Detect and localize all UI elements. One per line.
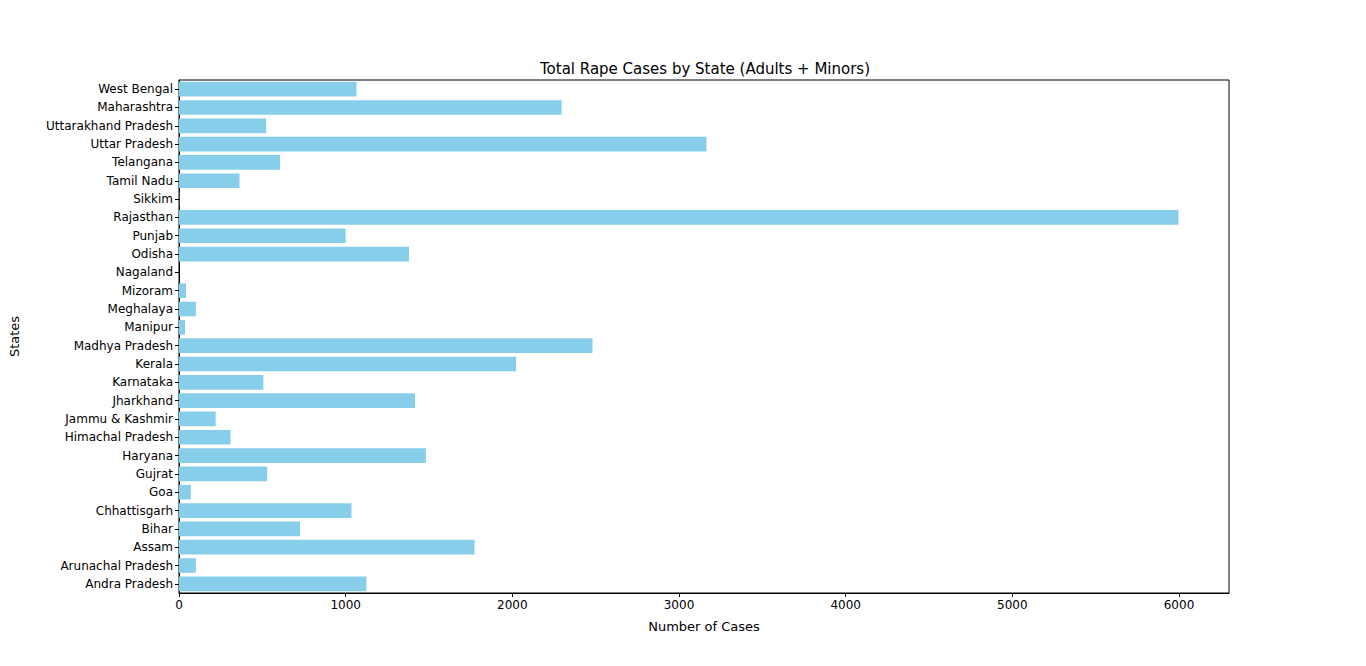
svg-text:Gujrat: Gujrat <box>136 467 174 481</box>
svg-text:Madhya Pradesh: Madhya Pradesh <box>74 339 173 353</box>
svg-text:Number of Cases: Number of Cases <box>648 619 760 634</box>
svg-text:Jammu & Kashmir: Jammu & Kashmir <box>64 412 173 426</box>
svg-text:3000: 3000 <box>664 598 695 612</box>
svg-text:Maharashtra: Maharashtra <box>97 100 173 114</box>
svg-text:Uttarakhand Pradesh: Uttarakhand Pradesh <box>46 119 173 133</box>
svg-text:Telangana: Telangana <box>111 155 173 169</box>
svg-text:West Bengal: West Bengal <box>98 82 173 96</box>
svg-text:Himachal Pradesh: Himachal Pradesh <box>65 430 173 444</box>
svg-text:2000: 2000 <box>497 598 528 612</box>
svg-text:Manipur: Manipur <box>124 320 173 334</box>
svg-text:Assam: Assam <box>133 540 173 554</box>
svg-text:Andra Pradesh: Andra Pradesh <box>85 577 173 591</box>
svg-text:Sikkim: Sikkim <box>133 192 173 206</box>
svg-text:Chhattisgarh: Chhattisgarh <box>96 504 173 518</box>
svg-text:Kerala: Kerala <box>135 357 173 371</box>
svg-text:5000: 5000 <box>997 598 1028 612</box>
svg-text:Nagaland: Nagaland <box>116 265 173 279</box>
svg-text:Rajasthan: Rajasthan <box>113 210 173 224</box>
svg-text:Meghalaya: Meghalaya <box>108 302 173 316</box>
svg-text:Mizoram: Mizoram <box>122 284 173 298</box>
svg-text:6000: 6000 <box>1164 598 1195 612</box>
svg-text:0: 0 <box>175 598 183 612</box>
svg-text:Goa: Goa <box>149 485 173 499</box>
svg-text:Karnataka: Karnataka <box>112 375 173 389</box>
svg-text:Haryana: Haryana <box>122 449 173 463</box>
svg-text:1000: 1000 <box>330 598 361 612</box>
svg-text:4000: 4000 <box>830 598 861 612</box>
svg-text:Bihar: Bihar <box>142 522 174 536</box>
svg-text:Total Rape Cases by State (Adu: Total Rape Cases by State (Adults + Mino… <box>539 60 870 78</box>
svg-text:States: States <box>7 316 22 357</box>
svg-text:Odisha: Odisha <box>131 247 173 261</box>
svg-text:Jharkhand: Jharkhand <box>111 394 173 408</box>
svg-text:Tamil Nadu: Tamil Nadu <box>106 174 173 188</box>
svg-text:Uttar Pradesh: Uttar Pradesh <box>91 137 173 151</box>
svg-text:Arunachal Pradesh: Arunachal Pradesh <box>60 559 173 573</box>
svg-text:Punjab: Punjab <box>132 229 173 243</box>
